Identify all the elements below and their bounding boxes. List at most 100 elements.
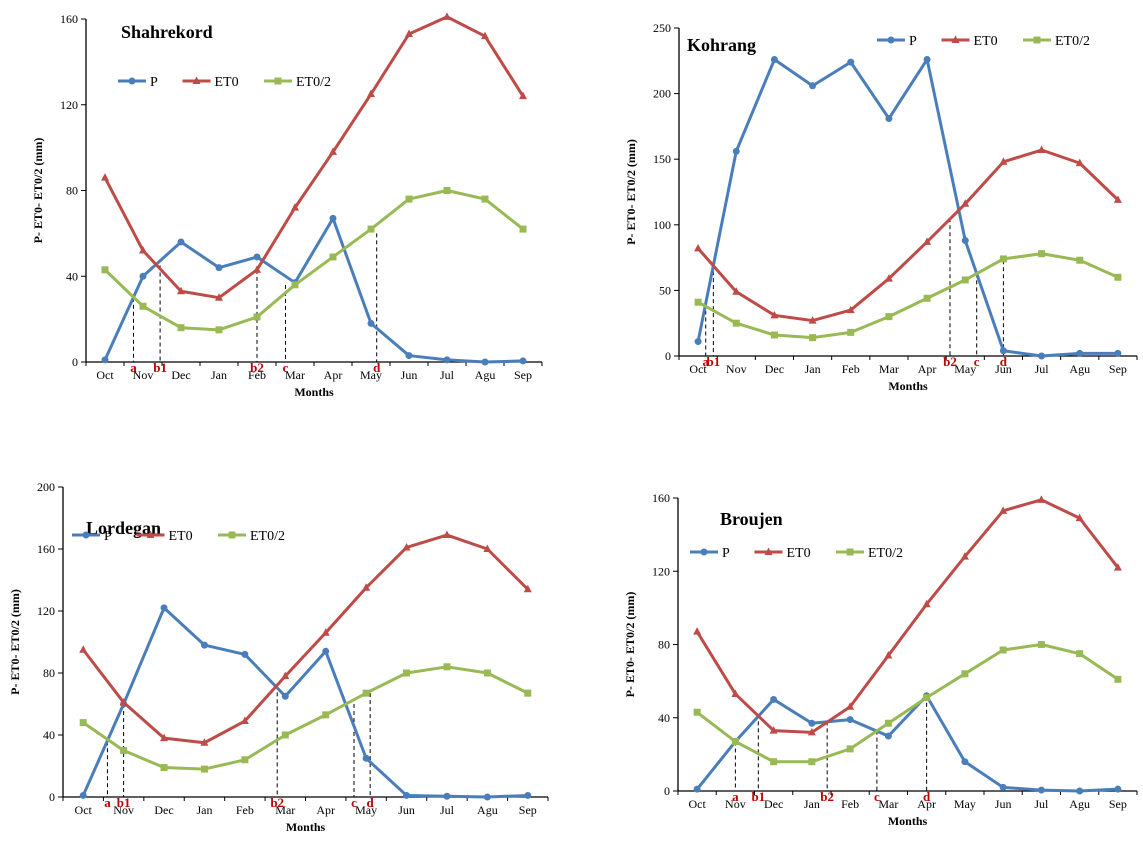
data-point <box>367 225 375 233</box>
data-point <box>120 747 128 754</box>
data-point <box>281 731 289 739</box>
annotation-label-b1: b1 <box>706 354 720 369</box>
data-point <box>960 552 969 560</box>
x-tick-label: Jun <box>995 797 1012 811</box>
data-point <box>770 55 778 63</box>
y-tick-label: 150 <box>653 152 671 166</box>
series-et0 <box>694 145 1122 324</box>
y-tick-label: 160 <box>60 12 78 26</box>
legend: P ET0 ET0/2 <box>877 34 1090 49</box>
data-point <box>519 91 527 100</box>
data-point <box>291 203 299 211</box>
x-tick-label: Sep <box>519 803 537 817</box>
series-et0 <box>693 495 1122 736</box>
data-point <box>1114 273 1122 281</box>
y-tick-label: 0 <box>665 349 671 363</box>
data-point <box>443 187 451 194</box>
data-point <box>1038 352 1046 360</box>
data-point <box>923 237 932 245</box>
data-point <box>402 542 411 551</box>
x-tick-label: Nov <box>726 362 747 376</box>
data-point <box>200 765 208 773</box>
data-point <box>999 347 1007 355</box>
data-point <box>693 785 701 793</box>
legend: P ET0 ET0/2 <box>690 546 903 561</box>
series-line <box>696 57 1118 358</box>
data-point <box>732 147 740 155</box>
data-point <box>443 792 451 800</box>
data-point <box>362 689 370 697</box>
data-point <box>808 758 816 766</box>
data-point <box>923 294 931 302</box>
data-point <box>405 195 413 203</box>
data-point <box>291 281 299 289</box>
data-point <box>1076 256 1084 264</box>
y-tick-label: 120 <box>652 564 670 578</box>
data-point <box>693 627 702 635</box>
x-tick-label: May <box>360 368 382 382</box>
annotation-label-d: d <box>367 795 375 810</box>
data-point <box>999 157 1008 165</box>
x-tick-label: Jan <box>805 362 821 376</box>
x-tick-label: Feb <box>248 368 266 382</box>
data-point <box>1075 158 1084 167</box>
data-point <box>200 641 208 649</box>
data-point <box>281 692 289 700</box>
data-point <box>807 727 816 736</box>
x-tick-label: Apr <box>316 803 335 817</box>
y-tick-label: 160 <box>37 542 55 556</box>
data-point <box>322 647 330 655</box>
data-point <box>483 544 492 552</box>
x-tick-label: Jan <box>804 797 820 811</box>
chart-panel-lordegan: 0 40 80 120 160 200 Oct Nov Dec Jan Feb Mar Apr May Ju… <box>8 480 549 834</box>
chart-title: Broujen <box>720 509 783 529</box>
data-point <box>1038 250 1046 258</box>
series-line <box>82 665 529 771</box>
x-tick-label: Jul <box>440 368 455 382</box>
x-tick-label: Apr <box>324 368 343 382</box>
legend-label: ET0 <box>787 546 811 561</box>
data-point <box>1076 650 1084 658</box>
data-point <box>79 791 87 799</box>
x-tick-label: Jul <box>1034 797 1049 811</box>
annotation-label-d: d <box>1000 354 1008 369</box>
x-tick-label: Agu <box>1069 797 1090 811</box>
series-line <box>696 148 1119 323</box>
x-tick-label: Nov <box>725 797 746 811</box>
x-tick-label: Jun <box>398 803 415 817</box>
data-point <box>101 266 109 274</box>
y-tick-label: 200 <box>37 480 55 494</box>
data-point <box>884 719 892 727</box>
x-tick-label: Dec <box>171 368 190 382</box>
data-point <box>240 716 249 725</box>
y-tick-label: 40 <box>43 728 55 742</box>
legend-marker <box>1033 36 1041 44</box>
data-point <box>731 738 739 746</box>
legend-label: ET0 <box>974 34 998 49</box>
data-point <box>809 334 817 342</box>
annotation-label-a: a <box>104 795 111 810</box>
x-tick-label: May <box>954 362 976 376</box>
x-tick-label: Dec <box>154 803 173 817</box>
annotation-label-b1: b1 <box>117 795 131 810</box>
data-point <box>322 711 330 719</box>
x-tick-label: Feb <box>236 803 254 817</box>
x-tick-label: Agu <box>1069 362 1090 376</box>
annotation-label-b2: b2 <box>250 360 264 375</box>
data-point <box>524 791 532 799</box>
data-point <box>523 584 532 593</box>
x-tick-label: Feb <box>841 797 859 811</box>
series-line <box>696 643 1119 764</box>
data-point <box>405 352 413 360</box>
y-axis-title: P- ET0- ET0/2 (mm) <box>623 592 637 698</box>
y-tick-label: 100 <box>653 218 671 232</box>
chart-panel-shahrekord: 0 40 80 120 160 Oct Nov Dec Jan Feb Mar Apr May Jun Ju… <box>31 12 543 399</box>
data-point <box>1114 675 1122 683</box>
legend-label: ET0/2 <box>1055 34 1090 49</box>
x-tick-label: May <box>355 803 377 817</box>
data-point <box>1037 145 1046 154</box>
legend-marker <box>846 548 854 556</box>
data-point <box>519 357 527 365</box>
data-point <box>367 319 375 327</box>
data-point <box>770 695 778 703</box>
